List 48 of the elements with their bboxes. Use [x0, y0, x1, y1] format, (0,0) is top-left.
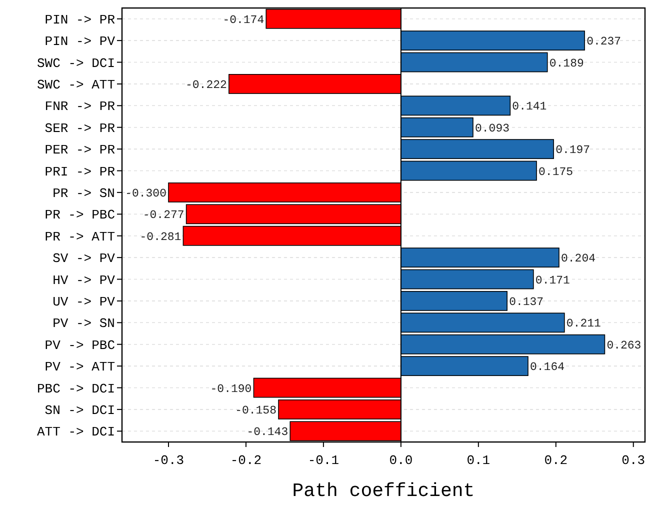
y-tick-label: FNR -> PR [44, 99, 116, 114]
x-tick-label: 0.0 [389, 453, 413, 468]
y-tick-label: SV -> PV [52, 251, 116, 266]
data-label: -0.277 [142, 209, 184, 222]
x-tick-label: -0.2 [230, 453, 262, 468]
x-tick-label: -0.3 [152, 453, 184, 468]
data-label: -0.158 [235, 404, 277, 418]
y-tick-label: PIN -> PV [44, 34, 116, 50]
data-label: -0.190 [210, 382, 252, 396]
data-label: -0.300 [125, 187, 167, 200]
data-label: 0.141 [512, 100, 547, 114]
y-tick-label: ATT -> DCI [36, 424, 115, 440]
y-tick-label: PBC -> DCI [36, 381, 115, 396]
data-label: -0.143 [246, 426, 288, 440]
y-tick-label: SWC -> DCI [36, 56, 115, 71]
x-tick-label: -0.1 [308, 453, 340, 468]
y-tick-label: UV -> PV [52, 294, 116, 310]
data-label: 0.197 [556, 144, 590, 158]
data-label: 0.237 [586, 36, 622, 49]
x-tick-label: 0.1 [466, 453, 490, 468]
data-label: 0.164 [530, 361, 565, 374]
data-label: 0.204 [560, 252, 596, 266]
y-tick-label: SN -> DCI [44, 403, 115, 418]
y-tick-label: PR -> PBC [44, 208, 116, 223]
data-label: 0.211 [566, 318, 602, 331]
y-tick-label: PV -> ATT [44, 360, 116, 375]
data-label: 0.137 [509, 296, 544, 309]
data-label: 0.175 [538, 166, 574, 179]
x-axis-title: Path coefficient [292, 480, 475, 502]
y-tick-label: PRI -> PR [44, 164, 116, 180]
y-tick-label: PR -> SN [52, 186, 115, 201]
data-label: 0.189 [549, 57, 584, 70]
y-tick-label: PER -> PR [44, 142, 116, 158]
y-tick-label: PV -> PBC [44, 338, 116, 353]
y-tick-label: PR -> ATT [44, 229, 116, 244]
y-tick-label: PIN -> PR [44, 12, 116, 28]
x-tick-label: 0.3 [622, 453, 646, 468]
data-label: 0.263 [606, 339, 642, 352]
y-tick-label: SER -> PR [44, 120, 116, 136]
data-label: -0.281 [140, 230, 182, 244]
y-tick-label: HV -> PV [52, 272, 116, 288]
x-tick-label: 0.2 [544, 453, 568, 468]
y-tick-label: SWC -> ATT [36, 78, 116, 92]
y-tick-label: PV -> SN [52, 316, 115, 332]
data-label: -0.174 [222, 14, 264, 27]
data-label: -0.222 [186, 78, 228, 92]
data-label: 0.171 [535, 274, 570, 288]
data-label: 0.093 [474, 122, 510, 136]
